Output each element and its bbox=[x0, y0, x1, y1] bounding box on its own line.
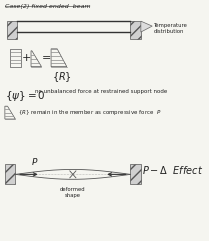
Bar bbox=[7, 21, 17, 39]
Text: $\{R\}$ remain in the member as compressive force  $P$: $\{R\}$ remain in the member as compress… bbox=[18, 108, 162, 117]
Text: no unbalanced force at restrained support node: no unbalanced force at restrained suppor… bbox=[34, 89, 167, 94]
Bar bbox=[130, 21, 141, 39]
Bar bbox=[130, 165, 141, 184]
Text: Case(2) fixed ended  beam: Case(2) fixed ended beam bbox=[5, 4, 90, 9]
Text: $P-\Delta$  $Effect$: $P-\Delta$ $Effect$ bbox=[142, 164, 203, 176]
Text: $\{R\}$: $\{R\}$ bbox=[52, 71, 72, 84]
Text: $\{\psi\}=0$: $\{\psi\}=0$ bbox=[5, 89, 46, 103]
Text: deformed
shape: deformed shape bbox=[60, 187, 86, 198]
Text: +: + bbox=[22, 53, 31, 63]
Text: $P$: $P$ bbox=[31, 156, 38, 167]
Text: Temperature
distribution: Temperature distribution bbox=[154, 23, 188, 34]
Polygon shape bbox=[141, 21, 152, 32]
Bar bbox=[5, 165, 15, 184]
Text: =: = bbox=[42, 53, 51, 63]
